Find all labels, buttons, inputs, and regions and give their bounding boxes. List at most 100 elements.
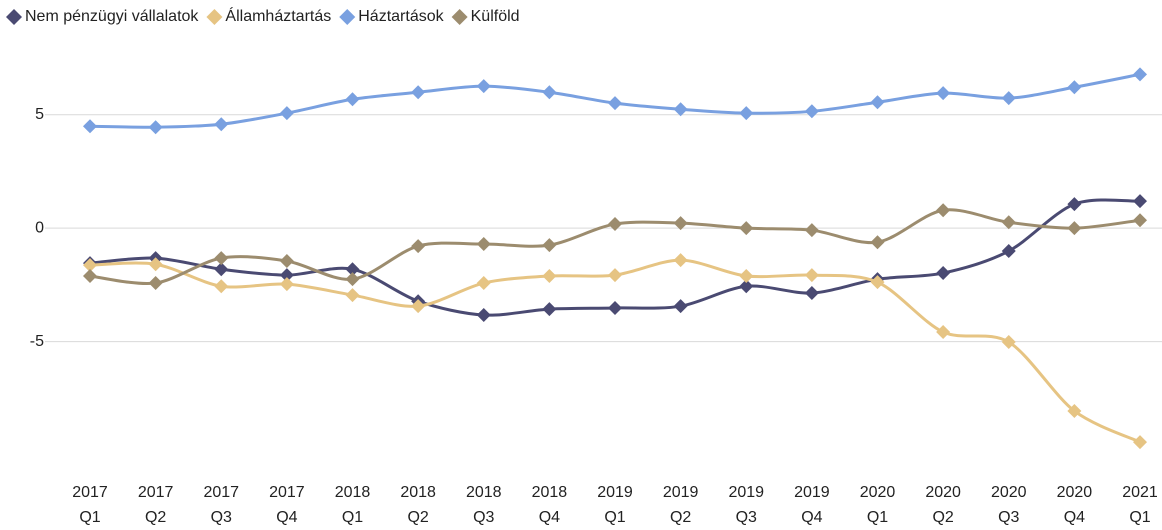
marker (870, 95, 885, 110)
marker (83, 258, 97, 273)
x-tick-label: Q2 (932, 509, 953, 526)
x-tick-label: 2020 (925, 484, 961, 501)
marker (476, 237, 491, 252)
marker (608, 300, 622, 315)
x-tick-label: 2020 (1057, 484, 1093, 501)
marker (804, 268, 819, 283)
marker (1001, 335, 1016, 350)
x-tick-label: 2017 (269, 484, 305, 501)
marker (542, 302, 557, 317)
marker (804, 286, 819, 301)
x-tick-label: Q1 (604, 509, 625, 526)
marker (1067, 221, 1082, 236)
marker (936, 86, 951, 101)
marker (279, 268, 294, 283)
x-tick-label: 2019 (794, 484, 830, 501)
marker (1001, 215, 1016, 230)
marker (411, 239, 426, 254)
marker (345, 272, 360, 287)
x-tick-label: 2018 (400, 484, 436, 501)
x-tick-label: 2017 (72, 484, 108, 501)
marker (1133, 194, 1147, 209)
x-tick-label: Q3 (211, 509, 232, 526)
marker (345, 92, 360, 107)
marker (476, 276, 491, 291)
legend-marker (451, 9, 468, 25)
marker (673, 299, 688, 314)
marker (608, 217, 622, 232)
marker (1001, 244, 1016, 259)
x-tick-label: 2019 (663, 484, 699, 501)
x-tick-label: Q2 (407, 509, 428, 526)
marker (476, 308, 491, 323)
marker (345, 288, 360, 303)
x-tick-label: Q4 (1064, 509, 1085, 526)
marker (739, 269, 754, 284)
marker (739, 279, 754, 294)
marker (83, 119, 97, 134)
marker (1001, 91, 1016, 106)
marker (608, 96, 622, 111)
y-tick-label: 5 (35, 106, 44, 123)
x-tick-label: Q3 (473, 509, 494, 526)
marker (739, 221, 754, 236)
x-tick-label: Q3 (998, 509, 1019, 526)
x-tick-label: Q1 (867, 509, 888, 526)
marker (870, 275, 885, 290)
legend-label: Államháztartás (225, 6, 331, 25)
x-tick-label: Q2 (670, 509, 691, 526)
x-tick-label: 2020 (860, 484, 896, 501)
marker (214, 117, 229, 132)
y-tick-label: -5 (30, 333, 44, 350)
legend-marker (6, 9, 22, 25)
marker (804, 104, 819, 119)
marker (148, 276, 163, 291)
marker (476, 79, 491, 94)
legend-label: Külföld (471, 8, 520, 25)
x-tick-label: Q3 (736, 509, 757, 526)
x-tick-label: Q1 (1129, 509, 1150, 526)
x-tick-label: 2021 (1122, 484, 1158, 501)
marker (542, 85, 557, 100)
marker (739, 106, 754, 121)
marker (608, 268, 622, 283)
x-tick-label: Q1 (342, 509, 363, 526)
x-tick-label: 2020 (991, 484, 1027, 501)
marker (673, 253, 688, 268)
marker (1067, 403, 1082, 418)
x-tick-label: Q4 (539, 509, 560, 526)
marker (673, 216, 688, 231)
marker (804, 223, 819, 238)
x-tick-label: 2018 (335, 484, 371, 501)
y-tick-label: 0 (35, 219, 44, 236)
marker (1067, 197, 1082, 212)
legend-marker (339, 9, 356, 25)
legend-label: Nem pénzügyi vállalatok (25, 8, 199, 25)
x-tick-label: 2018 (532, 484, 568, 501)
x-tick-label: Q4 (801, 509, 822, 526)
marker (1133, 213, 1147, 228)
marker (214, 279, 229, 294)
series-line (89, 258, 1141, 444)
marker (411, 85, 426, 100)
marker (936, 203, 951, 218)
marker (936, 266, 951, 281)
x-tick-label: 2018 (466, 484, 502, 501)
marker (542, 269, 557, 284)
legend-label: Háztartások (358, 8, 444, 25)
marker (279, 277, 294, 292)
marker (148, 120, 163, 135)
x-tick-label: Q4 (276, 509, 297, 526)
x-tick-label: 2019 (728, 484, 764, 501)
legend-marker (206, 9, 223, 25)
marker (345, 262, 360, 277)
marker (411, 299, 426, 314)
marker (214, 251, 229, 266)
marker (1133, 435, 1147, 450)
marker (148, 257, 163, 272)
x-tick-label: 2017 (138, 484, 174, 501)
marker (870, 235, 885, 250)
x-tick-label: 2019 (597, 484, 633, 501)
marker (279, 106, 294, 121)
